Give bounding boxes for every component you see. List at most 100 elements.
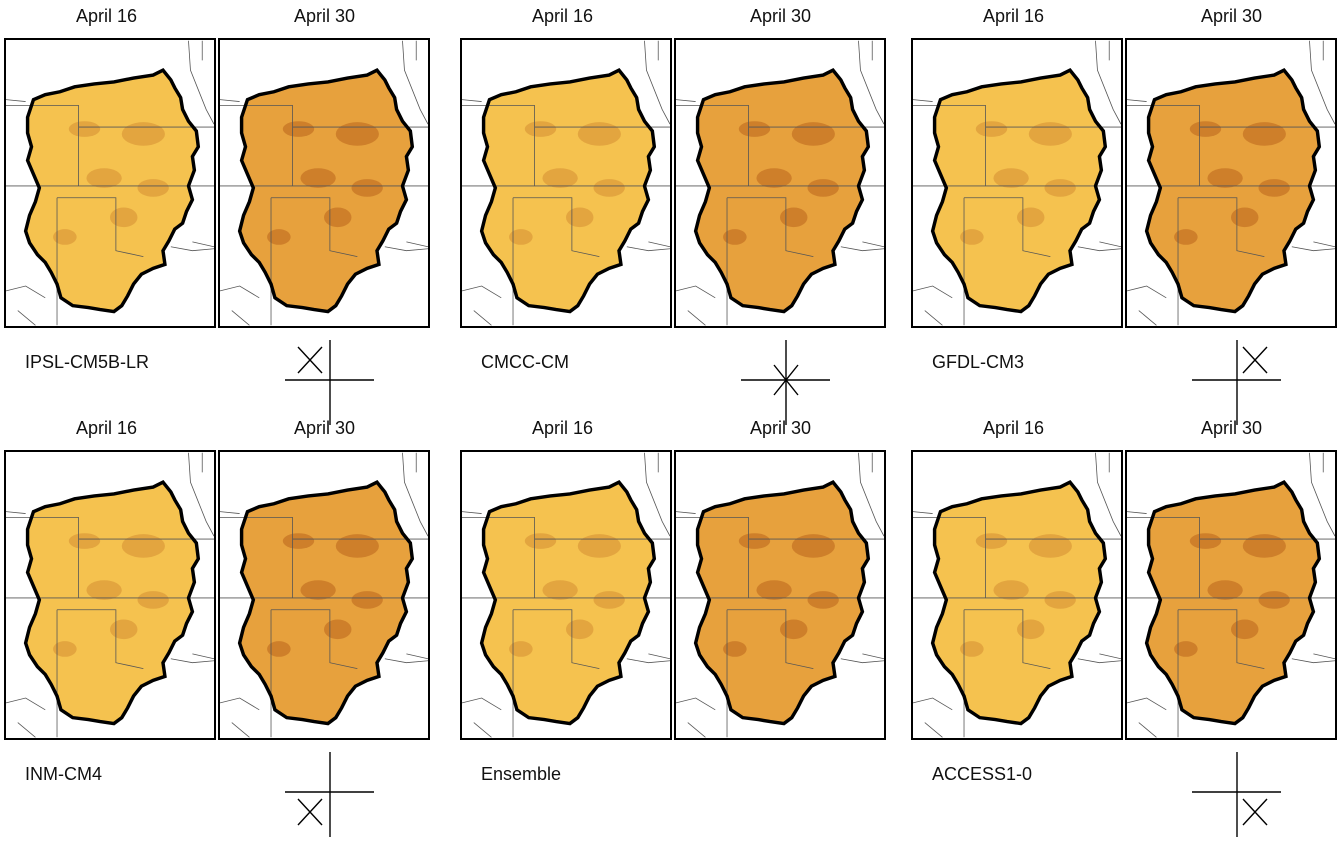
background-boundary-line xyxy=(188,452,214,537)
background-boundary-line xyxy=(1127,285,1167,299)
background-boundary-line xyxy=(1313,241,1335,248)
intensity-patch xyxy=(593,591,625,609)
background-boundary-line xyxy=(924,310,943,326)
intensity-patch xyxy=(1258,591,1290,609)
intensity-patch xyxy=(53,229,77,245)
intensity-patch xyxy=(1174,229,1198,245)
map-panel xyxy=(460,450,672,740)
intensity-patch xyxy=(960,229,984,245)
background-boundary-line xyxy=(1095,40,1121,125)
background-boundary-line xyxy=(384,658,428,664)
intensity-patch xyxy=(593,179,625,197)
intensity-patch xyxy=(1044,591,1076,609)
model-label: INM-CM4 xyxy=(25,764,102,784)
intensity-patch xyxy=(577,122,621,146)
model-label: Ensemble xyxy=(481,764,562,784)
region-map-svg xyxy=(220,452,428,738)
background-boundary-line xyxy=(648,241,670,248)
intensity-patch xyxy=(267,641,291,657)
intensity-patch xyxy=(1231,207,1259,228)
background-boundary-line xyxy=(6,99,26,102)
intensity-patch xyxy=(282,533,315,549)
state-boundary-line xyxy=(513,609,600,669)
map-panel xyxy=(674,38,886,328)
map-panel xyxy=(911,38,1123,328)
date-label: April 30 xyxy=(749,418,812,438)
background-boundary-line xyxy=(1099,653,1121,660)
state-boundary-line xyxy=(271,197,358,257)
model-panel-group: April 16 April 30 INM-CM4 xyxy=(0,412,430,837)
direction-glyph-icon xyxy=(726,747,836,842)
background-boundary-line xyxy=(406,653,428,660)
background-boundary-line xyxy=(406,241,428,248)
date-label: April 16 xyxy=(982,418,1045,438)
region-map-svg xyxy=(676,452,884,738)
intensity-patch xyxy=(324,619,352,640)
intensity-patch xyxy=(1189,121,1222,137)
model-label: IPSL-CM5B-LR xyxy=(25,352,150,372)
background-boundary-line xyxy=(6,285,46,299)
glyph-x-mark xyxy=(1242,346,1268,374)
background-boundary-line xyxy=(1127,99,1147,102)
region-map-svg xyxy=(1127,40,1335,326)
intensity-patch xyxy=(791,534,835,558)
background-boundary-line xyxy=(462,99,482,102)
region-map-svg xyxy=(462,452,670,738)
map-panel xyxy=(1125,38,1337,328)
background-boundary-line xyxy=(231,722,250,738)
date-label: April 16 xyxy=(531,6,594,26)
state-boundary-line xyxy=(1178,197,1265,257)
intensity-patch xyxy=(53,641,77,657)
state-boundary-line xyxy=(57,609,144,669)
background-boundary-line xyxy=(1309,452,1335,537)
map-panel xyxy=(911,450,1123,740)
intensity-patch xyxy=(1242,122,1286,146)
intensity-patch xyxy=(780,207,808,228)
intensity-patch xyxy=(1174,641,1198,657)
glyph-container xyxy=(726,335,836,430)
date-label: April 30 xyxy=(1200,6,1263,26)
model-panel-group: April 16 April 30 GFDL-CM3 xyxy=(907,0,1337,425)
background-boundary-line xyxy=(626,246,670,252)
background-boundary-line xyxy=(231,310,250,326)
intensity-patch xyxy=(1017,207,1045,228)
background-boundary-line xyxy=(676,697,716,711)
glyph-x-mark xyxy=(773,364,799,396)
region-map-svg xyxy=(913,452,1121,738)
intensity-patch xyxy=(542,168,578,188)
background-boundary-line xyxy=(840,246,884,252)
model-panel-group: April 16 April 30 Ensemble xyxy=(456,412,886,830)
date-label: April 30 xyxy=(293,6,356,26)
background-boundary-line xyxy=(402,452,428,537)
map-panel xyxy=(674,450,886,740)
intensity-patch xyxy=(300,580,336,600)
model-panel-group: April 16 April 30 CMCC-CM xyxy=(456,0,886,425)
background-boundary-line xyxy=(220,285,260,299)
intensity-patch xyxy=(723,641,747,657)
intensity-patch xyxy=(324,207,352,228)
background-boundary-line xyxy=(1313,653,1335,660)
intensity-patch xyxy=(351,591,383,609)
glyph-container xyxy=(1177,747,1287,842)
region-map-svg xyxy=(913,40,1121,326)
intensity-patch xyxy=(1017,619,1045,640)
background-boundary-line xyxy=(913,99,933,102)
background-boundary-line xyxy=(170,658,214,664)
intensity-patch xyxy=(975,533,1008,549)
state-boundary-line xyxy=(727,197,814,257)
intensity-patch xyxy=(756,168,792,188)
intensity-patch xyxy=(993,168,1029,188)
direction-glyph-icon xyxy=(1192,752,1281,837)
background-boundary-line xyxy=(687,310,706,326)
intensity-patch xyxy=(780,619,808,640)
background-boundary-line xyxy=(170,246,214,252)
intensity-patch xyxy=(993,580,1029,600)
map-panel xyxy=(218,38,430,328)
intensity-patch xyxy=(791,122,835,146)
background-boundary-line xyxy=(1127,511,1147,514)
background-boundary-line xyxy=(913,697,953,711)
background-boundary-line xyxy=(17,310,36,326)
date-label: April 30 xyxy=(293,418,356,438)
background-boundary-line xyxy=(220,697,260,711)
background-boundary-line xyxy=(1138,722,1157,738)
